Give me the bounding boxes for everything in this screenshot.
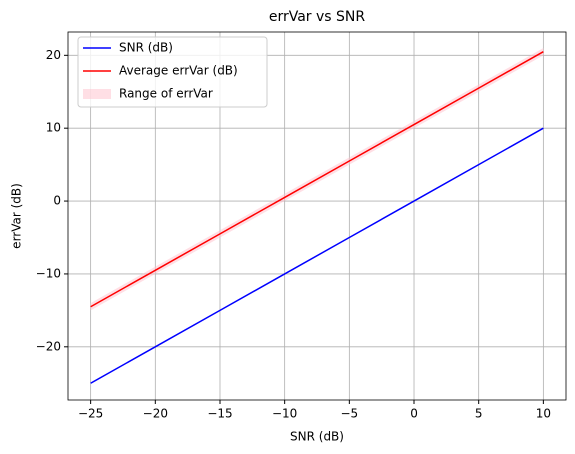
x-axis-label: SNR (dB): [290, 430, 344, 444]
legend-swatch: [83, 89, 111, 99]
x-tick-label: 5: [475, 407, 483, 421]
chart-title: errVar vs SNR: [269, 9, 366, 25]
x-tick-label: −15: [207, 407, 232, 421]
legend-label: Range of errVar: [119, 87, 213, 101]
y-tick-label: 0: [53, 194, 61, 208]
y-tick-label: −10: [36, 266, 61, 280]
axes-frame: [67, 31, 567, 401]
y-tick-label: 20: [46, 48, 61, 62]
x-tick-label: −20: [143, 407, 168, 421]
x-tick-label: −5: [340, 407, 358, 421]
line: [90, 127, 544, 384]
x-tick-label: −10: [272, 407, 297, 421]
legend-label: Average errVar (dB): [119, 64, 238, 78]
x-tick-label: −25: [78, 407, 103, 421]
y-axis-label: errVar (dB): [10, 183, 24, 249]
legend-label: SNR (dB): [119, 41, 173, 55]
line: [90, 51, 544, 308]
x-tick-label: 10: [536, 407, 551, 421]
legend: SNR (dB) Average errVar (dB) Range of errV…: [77, 36, 268, 108]
y-tick-label: 10: [46, 121, 61, 135]
y-tick-label: −20: [36, 339, 61, 353]
legend-box: [77, 36, 268, 108]
x-tick-label: 0: [410, 407, 418, 421]
